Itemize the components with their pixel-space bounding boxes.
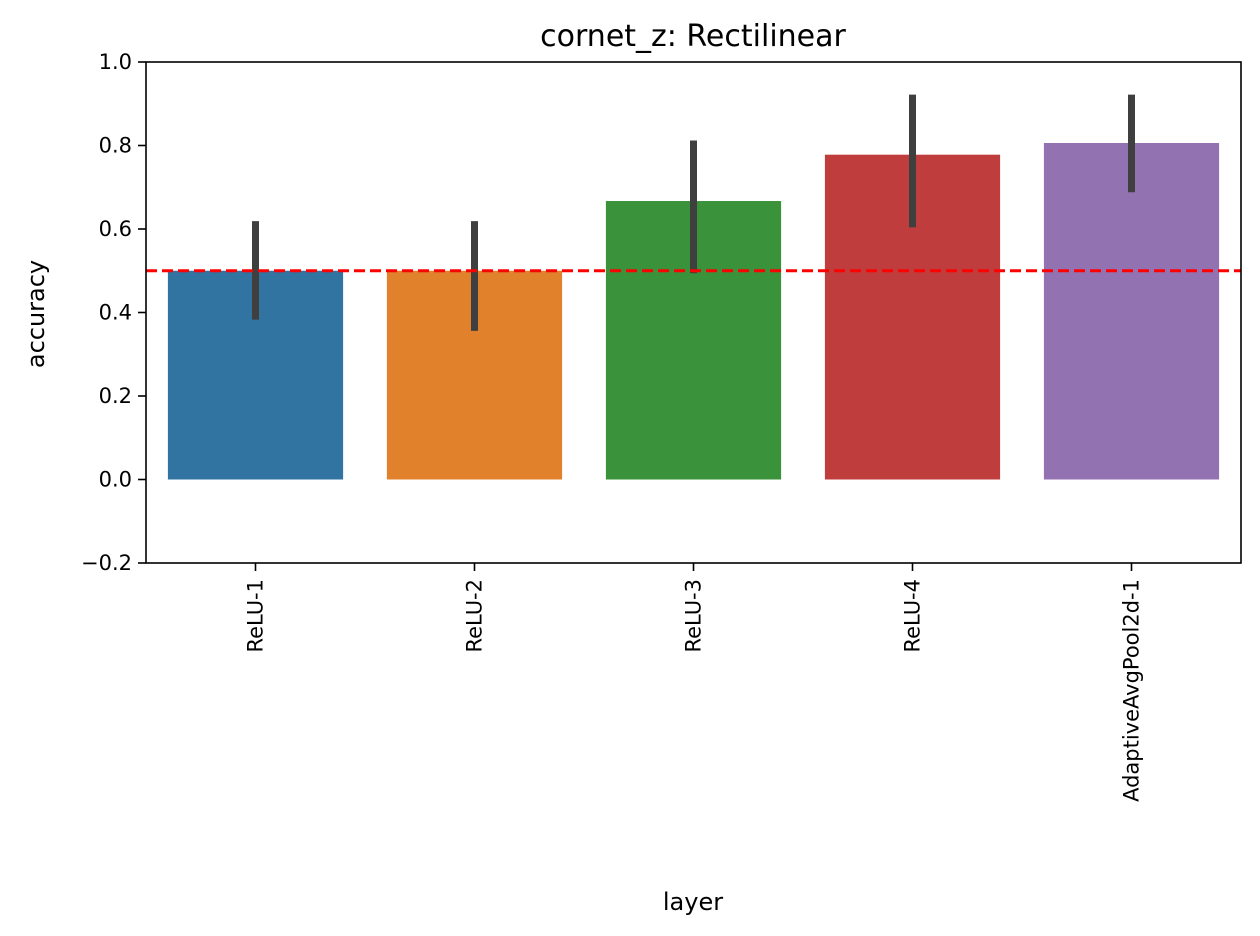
y-tick-label: 0.8 <box>99 134 132 158</box>
x-axis: ReLU-1 ReLU-2 ReLU-3 ReLU-4 AdaptiveAvgPool2… <box>244 563 1144 802</box>
y-tick-label: 0.0 <box>99 468 132 492</box>
y-tick-label: −0.2 <box>81 551 132 575</box>
x-tick-label: ReLU-4 <box>901 579 925 653</box>
y-axis-label: accuracy <box>22 260 50 368</box>
y-tick-label: 0.6 <box>99 217 132 241</box>
y-tick-label: 1.0 <box>99 50 132 74</box>
chart-title: cornet_z: Rectilinear <box>540 19 846 54</box>
x-axis-label: layer <box>663 888 723 916</box>
y-axis: −0.2 0.0 0.2 0.4 0.6 0.8 1.0 <box>81 50 146 575</box>
bar-adaptiveavgpool2d-1 <box>1043 142 1220 480</box>
y-tick-label: 0.4 <box>99 301 132 325</box>
y-tick-label: 0.2 <box>99 384 132 408</box>
error-bars-group <box>252 94 1135 331</box>
x-tick-label: AdaptiveAvgPool2d-1 <box>1120 579 1144 802</box>
x-tick-label: ReLU-3 <box>682 579 706 653</box>
x-tick-label: ReLU-1 <box>244 579 268 653</box>
x-tick-label: ReLU-2 <box>463 579 487 653</box>
